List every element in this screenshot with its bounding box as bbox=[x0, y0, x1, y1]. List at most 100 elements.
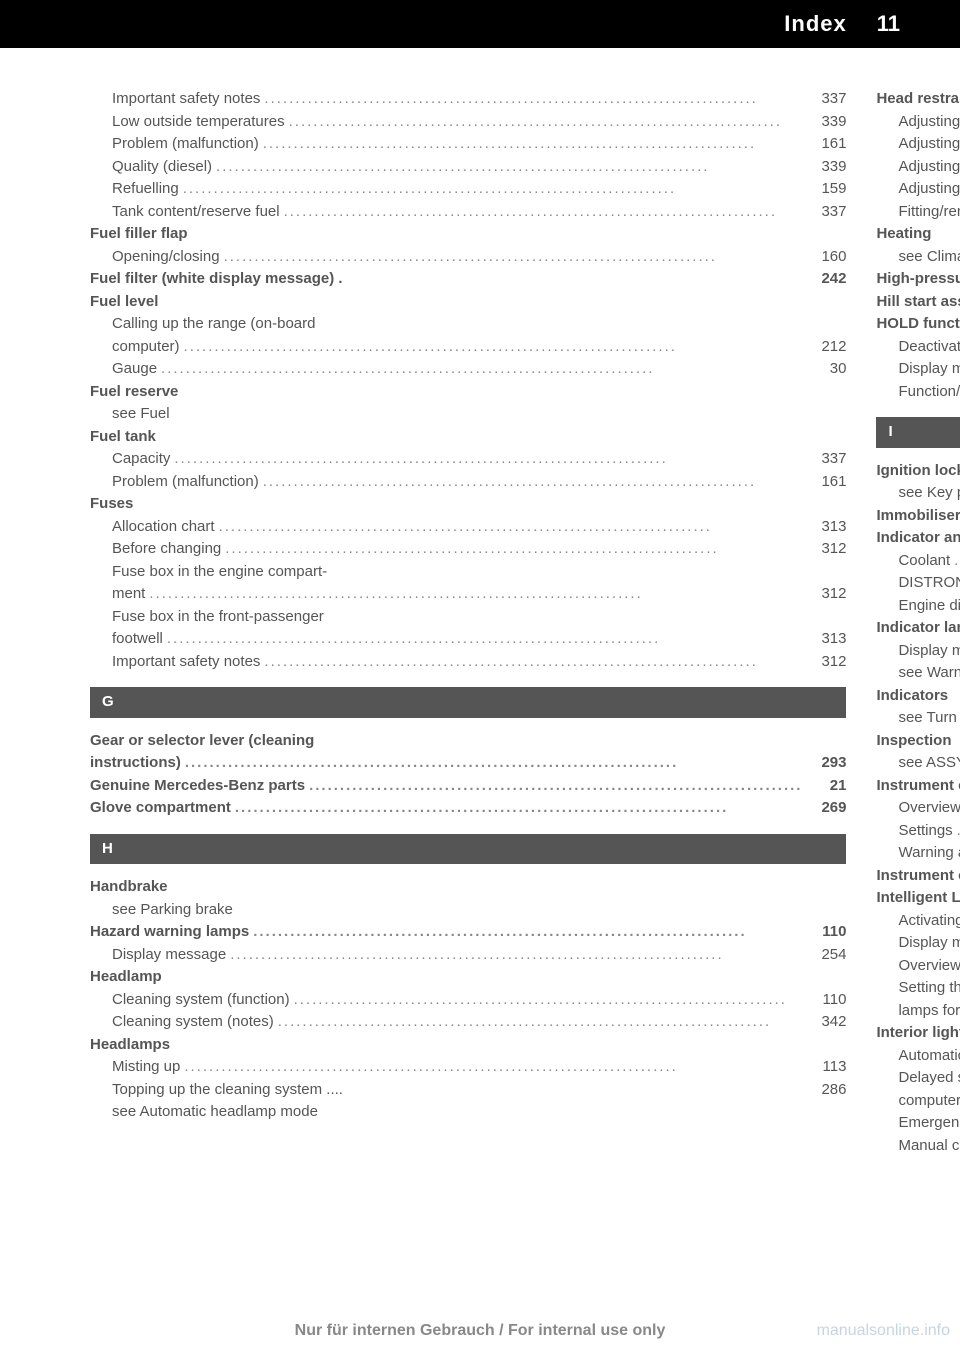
entry-label: Misting up bbox=[112, 1056, 180, 1079]
entry-dots: ........................................… bbox=[230, 944, 802, 967]
entry-label: Opening/closing bbox=[112, 246, 220, 269]
entry-page: 342 bbox=[806, 1011, 846, 1034]
entry-label: computer) bbox=[898, 1090, 960, 1113]
entry-page: 312 bbox=[806, 651, 846, 674]
index-entry: Low outside temperatures ...............… bbox=[90, 111, 846, 134]
entry-dots: ........................................… bbox=[954, 550, 960, 573]
index-heading: Head restraints bbox=[876, 88, 960, 111]
index-heading: Ignition lock bbox=[876, 460, 960, 483]
entry-page: 21 bbox=[806, 775, 846, 798]
entry-label: Automatic control system bbox=[898, 1045, 960, 1068]
entry-page: 110 bbox=[806, 921, 846, 944]
entry-label: Capacity bbox=[112, 448, 170, 471]
index-entry: Genuine Mercedes-Benz parts ............… bbox=[90, 775, 846, 798]
entry-page: 293 bbox=[806, 752, 846, 775]
entry-dots: ........................................… bbox=[167, 628, 803, 651]
index-entry: Display message ........................… bbox=[876, 640, 960, 663]
index-entry: Quality (diesel) .......................… bbox=[90, 156, 846, 179]
index-entry: Overview ...............................… bbox=[876, 955, 960, 978]
entry-label: Settings bbox=[898, 820, 952, 843]
index-text: see ASSYST PLUS bbox=[876, 752, 960, 775]
entry-label: ment bbox=[112, 583, 145, 606]
section-header: G bbox=[90, 687, 846, 718]
index-entry: lamps for driving on the right/left .221 bbox=[876, 1000, 960, 1023]
index-heading: Fuses bbox=[90, 493, 846, 516]
index-entry: Important safety notes .................… bbox=[90, 88, 846, 111]
section-header: I bbox=[876, 417, 960, 448]
entry-label: Overview bbox=[898, 955, 960, 978]
entry-label: DISTRONIC PLUS bbox=[898, 572, 960, 595]
index-heading: Indicator and warning lamps bbox=[876, 527, 960, 550]
index-entry: footwell ...............................… bbox=[90, 628, 846, 651]
entry-label: Overview bbox=[898, 797, 960, 820]
entry-dots: ........................................… bbox=[264, 651, 802, 674]
entry-dots: ........................................… bbox=[174, 448, 802, 471]
entry-label: Warning and indicator lamps bbox=[898, 842, 960, 865]
entry-dots: ........................................… bbox=[294, 989, 803, 1012]
entry-dots: ........................................… bbox=[289, 111, 803, 134]
entry-page: 286 bbox=[806, 1079, 846, 1102]
index-text: Setting the dipped-beam head- bbox=[876, 977, 960, 1000]
index-entry: Coolant ................................… bbox=[876, 550, 960, 573]
index-text: see Parking brake bbox=[90, 899, 846, 922]
entry-label: Important safety notes bbox=[112, 88, 260, 111]
index-entry: Display message ........................… bbox=[876, 358, 960, 381]
index-entry: Automatic control system ...............… bbox=[876, 1045, 960, 1068]
index-entry: Deactivating ...........................… bbox=[876, 336, 960, 359]
index-heading: HOLD function bbox=[876, 313, 960, 336]
entry-dots: ........................................… bbox=[253, 921, 802, 944]
entry-dots: ........................................… bbox=[219, 516, 803, 539]
index-heading: Fuel tank bbox=[90, 426, 846, 449]
entry-label: Instrument cluster lighting bbox=[876, 865, 960, 888]
entry-page: 159 bbox=[806, 178, 846, 201]
page-number: 11 bbox=[877, 11, 900, 37]
index-heading: Heating bbox=[876, 223, 960, 246]
index-entry: Display message ........................… bbox=[90, 944, 846, 967]
entry-dots: ........................................… bbox=[263, 471, 803, 494]
left-column: Important safety notes .................… bbox=[90, 88, 846, 1157]
entry-label: Coolant bbox=[898, 550, 950, 573]
entry-page: 161 bbox=[806, 471, 846, 494]
entry-label: Engine diagnostics bbox=[898, 595, 960, 618]
entry-dots: ........................................… bbox=[183, 178, 803, 201]
entry-page: 337 bbox=[806, 201, 846, 224]
index-entry: Important safety notes .................… bbox=[90, 651, 846, 674]
entry-label: Hazard warning lamps bbox=[90, 921, 249, 944]
entry-page: 337 bbox=[806, 448, 846, 471]
index-text: see Climate control bbox=[876, 246, 960, 269]
index-entry: Activating/deactivating ................… bbox=[876, 910, 960, 933]
entry-label: Display message bbox=[898, 932, 960, 955]
index-heading: Headlamps bbox=[90, 1034, 846, 1057]
index-heading: Instrument cluster bbox=[876, 775, 960, 798]
entry-dots: ........................................… bbox=[184, 1056, 802, 1079]
index-entry: ment ...................................… bbox=[90, 583, 846, 606]
entry-label: Genuine Mercedes-Benz parts bbox=[90, 775, 305, 798]
entry-label: Important safety notes bbox=[112, 651, 260, 674]
entry-page: 313 bbox=[806, 628, 846, 651]
entry-dots: ........................................… bbox=[309, 775, 802, 798]
index-entry: computer) ..............................… bbox=[90, 336, 846, 359]
index-heading: Fuel level bbox=[90, 291, 846, 314]
entry-dots: ........................................… bbox=[149, 583, 802, 606]
index-entry: Problem (malfunction) ..................… bbox=[90, 471, 846, 494]
index-entry: Allocation chart .......................… bbox=[90, 516, 846, 539]
watermark: manualsonline.info bbox=[817, 1322, 950, 1340]
index-text: Fuse box in the front-passenger bbox=[90, 606, 846, 629]
index-entry: Engine diagnostics .....................… bbox=[876, 595, 960, 618]
entry-page: 113 bbox=[806, 1056, 846, 1079]
entry-label: Hill start assist bbox=[876, 291, 960, 314]
entry-label: High-pressure cleaners bbox=[876, 268, 960, 291]
entry-label: footwell bbox=[112, 628, 163, 651]
index-heading: Inspection bbox=[876, 730, 960, 753]
index-entry: Adjusting (electrically) ...............… bbox=[876, 133, 960, 156]
header-title: Index bbox=[784, 11, 846, 37]
entry-label: Adjusting (electrically) bbox=[898, 133, 960, 156]
entry-page: 339 bbox=[806, 111, 846, 134]
index-entry: Adjusting ..............................… bbox=[876, 111, 960, 134]
entry-page: 312 bbox=[806, 583, 846, 606]
index-text: Gear or selector lever (cleaning bbox=[90, 730, 846, 753]
entry-dots: ........................................… bbox=[235, 797, 803, 820]
index-entry: Topping up the cleaning system ....286 bbox=[90, 1079, 846, 1102]
entry-label: instructions) bbox=[90, 752, 181, 775]
entry-label: Tank content/reserve fuel bbox=[112, 201, 280, 224]
